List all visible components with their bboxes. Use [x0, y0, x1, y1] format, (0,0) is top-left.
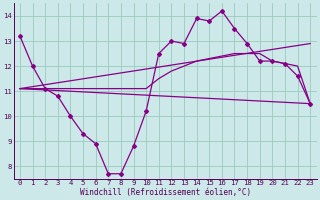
X-axis label: Windchill (Refroidissement éolien,°C): Windchill (Refroidissement éolien,°C) [79, 188, 251, 197]
